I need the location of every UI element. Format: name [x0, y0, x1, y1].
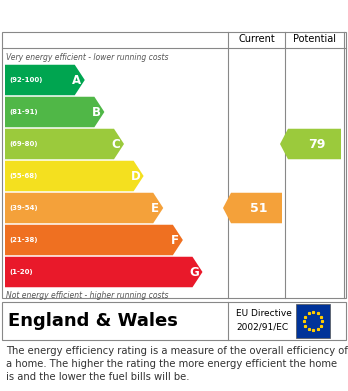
Text: Energy Efficiency Rating: Energy Efficiency Rating — [8, 7, 218, 23]
Text: Current: Current — [238, 34, 275, 44]
Bar — [296, 304, 330, 338]
Polygon shape — [5, 161, 144, 191]
Polygon shape — [5, 97, 104, 127]
Text: E: E — [151, 201, 159, 215]
Text: (92-100): (92-100) — [9, 77, 42, 83]
Polygon shape — [5, 65, 85, 95]
Polygon shape — [223, 193, 282, 223]
Text: (55-68): (55-68) — [9, 173, 37, 179]
Text: G: G — [190, 265, 199, 278]
Text: (81-91): (81-91) — [9, 109, 38, 115]
Text: Very energy efficient - lower running costs: Very energy efficient - lower running co… — [6, 54, 168, 63]
Text: B: B — [92, 106, 101, 118]
Text: D: D — [131, 170, 141, 183]
Polygon shape — [5, 193, 163, 223]
Text: (1-20): (1-20) — [9, 269, 33, 275]
Text: (39-54): (39-54) — [9, 205, 38, 211]
Text: Potential: Potential — [293, 34, 336, 44]
Polygon shape — [280, 129, 341, 159]
Text: England & Wales: England & Wales — [8, 312, 178, 330]
Polygon shape — [5, 225, 183, 255]
Text: (21-38): (21-38) — [9, 237, 38, 243]
Text: A: A — [72, 74, 81, 86]
Text: The energy efficiency rating is a measure of the overall efficiency of a home. T: The energy efficiency rating is a measur… — [6, 346, 348, 382]
Text: 51: 51 — [250, 201, 267, 215]
Text: EU Directive: EU Directive — [236, 308, 292, 317]
Text: F: F — [171, 233, 179, 246]
Text: 79: 79 — [308, 138, 325, 151]
Polygon shape — [5, 129, 124, 159]
Text: Not energy efficient - higher running costs: Not energy efficient - higher running co… — [6, 291, 168, 300]
Text: (69-80): (69-80) — [9, 141, 38, 147]
Text: C: C — [112, 138, 120, 151]
Text: 2002/91/EC: 2002/91/EC — [236, 323, 288, 332]
Polygon shape — [5, 257, 203, 287]
